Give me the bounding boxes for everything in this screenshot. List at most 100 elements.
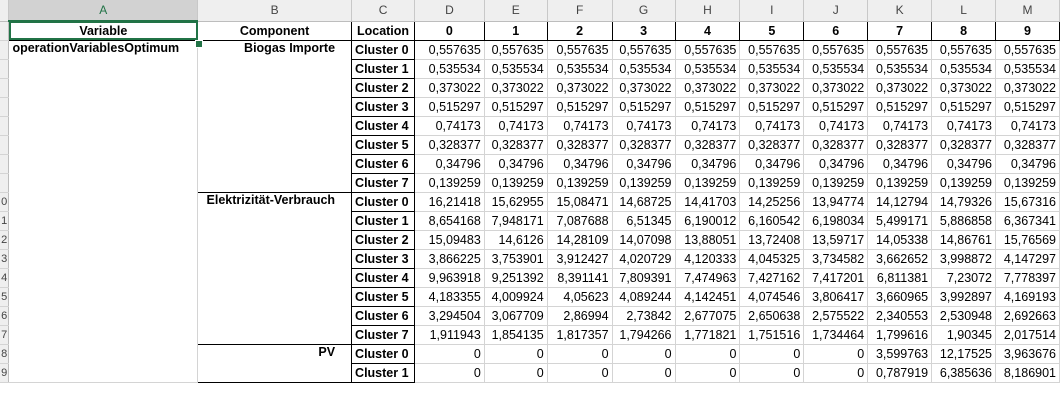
- cell-timestep-header[interactable]: 0: [414, 20, 485, 41]
- cell-value[interactable]: 0,535534: [803, 59, 869, 79]
- cell-value[interactable]: 0,328377: [867, 135, 933, 155]
- cell-value[interactable]: 0: [803, 344, 869, 364]
- row-header[interactable]: 2: [0, 230, 10, 250]
- cell-value[interactable]: 7,087688: [547, 211, 613, 231]
- column-header-j[interactable]: J: [803, 0, 869, 22]
- cell-timestep-header[interactable]: 6: [803, 20, 869, 41]
- cell-location[interactable]: Cluster 2: [351, 229, 415, 250]
- row-header[interactable]: 0: [0, 192, 10, 212]
- row-header[interactable]: 4: [0, 268, 10, 288]
- cell-value[interactable]: 0,373022: [675, 78, 741, 98]
- cell-value[interactable]: 0,535534: [414, 59, 485, 79]
- cell-value[interactable]: 4,147297: [995, 249, 1060, 269]
- cell-value[interactable]: 0,515297: [739, 97, 805, 117]
- cell-value[interactable]: 4,142451: [675, 287, 741, 307]
- cell-value[interactable]: 0,557635: [547, 40, 613, 60]
- row-header[interactable]: 1: [0, 211, 10, 231]
- cell-value[interactable]: 0,515297: [612, 97, 676, 117]
- cell-location[interactable]: Cluster 1: [351, 58, 415, 79]
- cell-value[interactable]: 5,886858: [931, 211, 997, 231]
- cell-value[interactable]: 2,86994: [547, 306, 613, 326]
- cell-value[interactable]: 0,515297: [995, 97, 1060, 117]
- cell-value[interactable]: 0,74173: [739, 116, 805, 136]
- cell-value[interactable]: 0: [675, 344, 741, 364]
- cell-value[interactable]: 14,05338: [867, 230, 933, 250]
- cell-location[interactable]: Cluster 3: [351, 248, 415, 269]
- cell-value[interactable]: 8,654168: [414, 211, 485, 231]
- cell-value[interactable]: 6,367341: [995, 211, 1060, 231]
- cell-value[interactable]: 1,799616: [867, 325, 933, 345]
- cell-timestep-header[interactable]: 1: [483, 20, 548, 41]
- cell-value[interactable]: 13,88051: [675, 230, 741, 250]
- cell-value[interactable]: 0,139259: [803, 173, 869, 193]
- cell-value[interactable]: 15,62955: [484, 192, 548, 212]
- cell-location[interactable]: Cluster 0: [351, 343, 415, 364]
- cell-value[interactable]: 7,427162: [739, 268, 805, 288]
- row-header[interactable]: 9: [0, 363, 10, 383]
- cell-value[interactable]: 0,328377: [612, 135, 676, 155]
- row-header[interactable]: [0, 97, 10, 117]
- cell-value[interactable]: 0,787919: [867, 363, 933, 383]
- cell-value[interactable]: 0,515297: [803, 97, 869, 117]
- cell-value[interactable]: 2,677075: [675, 306, 741, 326]
- cell-value[interactable]: 0,139259: [675, 173, 741, 193]
- row-header[interactable]: [0, 40, 10, 60]
- cell-value[interactable]: 6,811381: [867, 268, 933, 288]
- cell-value[interactable]: 0,74173: [931, 116, 997, 136]
- cell-value[interactable]: 9,963918: [414, 268, 485, 288]
- cell-value[interactable]: 14,28109: [547, 230, 613, 250]
- cell-value[interactable]: 0: [414, 363, 485, 383]
- cell-timestep-header[interactable]: 7: [867, 20, 933, 41]
- row-header[interactable]: [0, 116, 10, 136]
- cell-value[interactable]: 1,794266: [612, 325, 676, 345]
- cell-value[interactable]: 0,535534: [931, 59, 997, 79]
- cell-value[interactable]: 0,328377: [547, 135, 613, 155]
- cell-value[interactable]: 0,34796: [867, 154, 933, 174]
- cell-component-header[interactable]: Component: [197, 20, 353, 41]
- cell-value[interactable]: 0,328377: [995, 135, 1060, 155]
- cell-value[interactable]: 7,23072: [931, 268, 997, 288]
- cell-value[interactable]: 6,385636: [931, 363, 997, 383]
- cell-value[interactable]: 7,948171: [484, 211, 548, 231]
- cell-timestep-header[interactable]: 8: [931, 20, 997, 41]
- cell-value[interactable]: 0,34796: [414, 154, 485, 174]
- cell-value[interactable]: 0,557635: [675, 40, 741, 60]
- cell-location[interactable]: Cluster 5: [351, 286, 415, 307]
- cell-location[interactable]: Cluster 4: [351, 267, 415, 288]
- cell-value[interactable]: 0,34796: [931, 154, 997, 174]
- cell-location[interactable]: Cluster 0: [351, 39, 415, 60]
- cell-location[interactable]: Cluster 7: [351, 172, 415, 193]
- cell-value[interactable]: 0,515297: [675, 97, 741, 117]
- cell-value[interactable]: 1,90345: [931, 325, 997, 345]
- cell-value[interactable]: 0,139259: [995, 173, 1060, 193]
- cell-value[interactable]: 0,373022: [931, 78, 997, 98]
- cell-value[interactable]: 0,373022: [484, 78, 548, 98]
- row-header[interactable]: 6: [0, 306, 10, 326]
- cell-value[interactable]: 3,963676: [995, 344, 1060, 364]
- row-header[interactable]: [0, 173, 10, 193]
- cell-value[interactable]: 0: [612, 363, 676, 383]
- column-header-e[interactable]: E: [484, 0, 548, 22]
- cell-value[interactable]: 12,17525: [931, 344, 997, 364]
- cell-value[interactable]: 4,169193: [995, 287, 1060, 307]
- cell-value[interactable]: 0,139259: [867, 173, 933, 193]
- cell-value[interactable]: 0,535534: [547, 59, 613, 79]
- cell-value[interactable]: 0,373022: [803, 78, 869, 98]
- cell-component-name[interactable]: PV: [197, 343, 353, 383]
- cell-value[interactable]: 14,6126: [484, 230, 548, 250]
- cell-value[interactable]: 14,41703: [675, 192, 741, 212]
- cell-value[interactable]: 0,74173: [803, 116, 869, 136]
- cell-value[interactable]: 9,251392: [484, 268, 548, 288]
- cell-value[interactable]: 0,74173: [414, 116, 485, 136]
- cell-value[interactable]: 14,68725: [612, 192, 676, 212]
- cell-value[interactable]: 0,139259: [612, 173, 676, 193]
- cell-value[interactable]: 0,139259: [547, 173, 613, 193]
- cell-value[interactable]: 14,79326: [931, 192, 997, 212]
- cell-value[interactable]: 5,499171: [867, 211, 933, 231]
- cell-value[interactable]: 2,575522: [803, 306, 869, 326]
- cell-value[interactable]: 0,34796: [739, 154, 805, 174]
- cell-value[interactable]: 1,751516: [739, 325, 805, 345]
- cell-value[interactable]: 0,74173: [612, 116, 676, 136]
- cell-value[interactable]: 0: [484, 344, 548, 364]
